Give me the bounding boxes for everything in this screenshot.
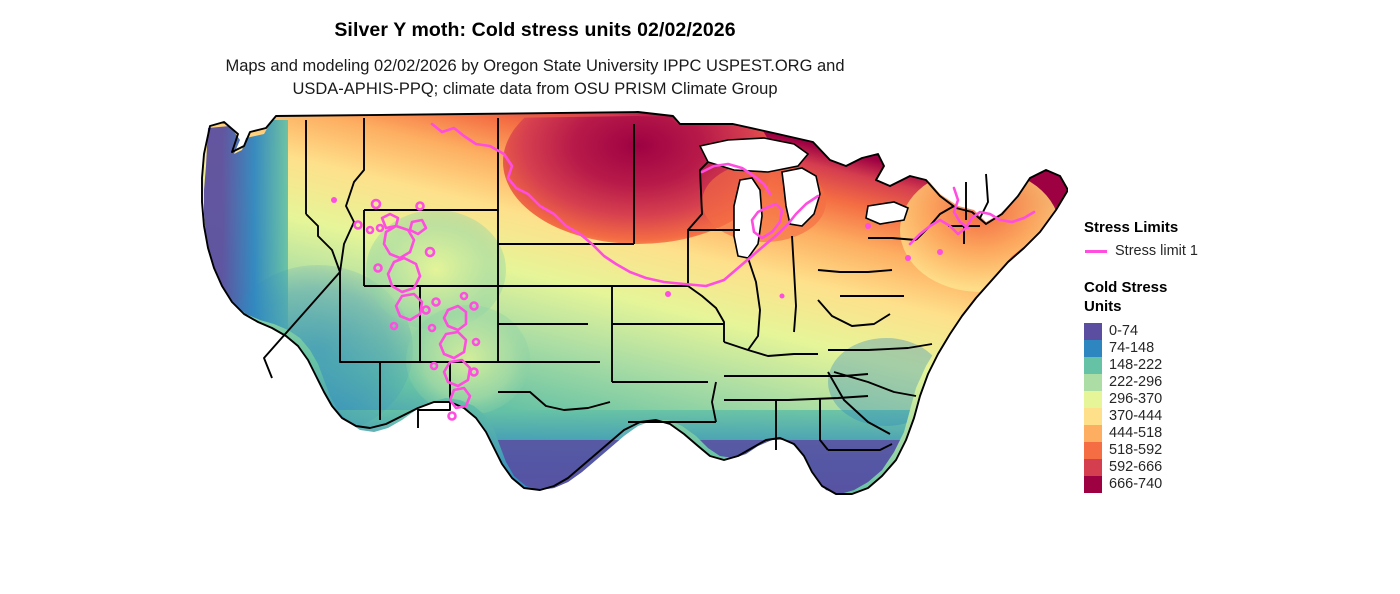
legend-class-label: 148-222	[1109, 356, 1163, 373]
legend-class-row[interactable]: 444-518	[1084, 424, 1384, 442]
legend-class-row[interactable]: 666-740	[1084, 475, 1384, 493]
stress-limit-contour-isolated-points	[331, 197, 943, 299]
map-raster-layer	[202, 112, 1068, 494]
border-tn-ms-al	[724, 395, 869, 401]
legend-class-row[interactable]: 148-222	[1084, 356, 1384, 374]
border-or-id	[305, 213, 341, 273]
border-va-nc	[828, 343, 933, 351]
page-title: Silver Y moth: Cold stress units 02/02/2…	[334, 19, 736, 41]
legend-stress-limits-title: Stress Limits	[1084, 219, 1179, 236]
legend-class-row[interactable]: 592-666	[1084, 458, 1384, 476]
border-ky-tn	[724, 373, 869, 377]
legend-class-row[interactable]: 518-592	[1084, 441, 1384, 459]
page-subtitle: Maps and modeling 02/02/2026 by Oregon S…	[0, 55, 1070, 102]
border-ok-tx	[498, 391, 611, 411]
legend-cold-stress-units-title: Cold Stress Units	[1084, 279, 1168, 316]
legend-class-list: 0-74 74-148 148-222 222-296 296-370 370-…	[1084, 322, 1384, 493]
stress-limit-contour-upper-mich	[700, 162, 772, 196]
legend-color-swatch	[1084, 390, 1102, 408]
legend-class-label: 370-444	[1109, 407, 1163, 424]
legend-class-label: 74-148	[1109, 339, 1155, 356]
legend-color-swatch	[1084, 322, 1102, 340]
conus-landmass	[202, 112, 1068, 494]
legend-class-row[interactable]: 0-74	[1084, 322, 1384, 340]
border-pa-ny	[868, 237, 917, 241]
legend-class-label: 592-666	[1109, 458, 1163, 475]
border-sc-ga	[827, 371, 891, 435]
legend-class-row[interactable]: 296-370	[1084, 390, 1384, 408]
south-low-stress-band	[204, 410, 1068, 494]
map-panel[interactable]	[168, 110, 1068, 590]
legend-panel: Stress Limits Stress limit 1 Cold Stress…	[1084, 218, 1384, 493]
border-oh-wv-pa	[817, 269, 893, 273]
border-il-ky	[723, 341, 818, 357]
us-cold-stress-choropleth-map[interactable]	[168, 110, 1068, 590]
conus-outline	[201, 111, 1068, 495]
legend-color-swatch	[1084, 373, 1102, 391]
legend-class-label: 666-740	[1109, 475, 1163, 492]
stress-limit-contour-michigan	[750, 202, 784, 240]
border-al-ga	[819, 398, 829, 451]
legend-class-row[interactable]: 74-148	[1084, 339, 1384, 357]
legend-class-row[interactable]: 222-296	[1084, 373, 1384, 391]
lake-huron-erie	[781, 167, 821, 227]
state-boundaries-layer	[201, 111, 1068, 495]
border-mn-wi	[687, 161, 709, 286]
deep-south-band	[468, 440, 1068, 494]
legend-stress-limit-1-label: Stress limit 1	[1115, 243, 1198, 260]
legend-class-label: 296-370	[1109, 390, 1163, 407]
legend-class-label: 0-74	[1109, 322, 1139, 339]
rockies-patch-colorado	[406, 305, 530, 415]
border-id-mt	[339, 118, 365, 273]
legend-color-swatch	[1084, 424, 1102, 442]
border-ar-ms	[711, 381, 717, 423]
border-il-in	[747, 257, 761, 351]
stress-limit-contour-vt	[952, 186, 970, 230]
lake-michigan	[733, 177, 763, 259]
stress-limit-contour-northeast	[908, 210, 1036, 246]
legend-color-swatch	[1084, 458, 1102, 476]
line-swatch-icon	[1085, 249, 1107, 253]
legend-class-label: 518-592	[1109, 441, 1163, 458]
title-block: Silver Y moth: Cold stress units 02/02/2…	[0, 0, 1070, 102]
legend-class-label: 222-296	[1109, 373, 1163, 390]
legend-color-swatch	[1084, 407, 1102, 425]
border-ga-fl	[828, 443, 893, 451]
border-ia-il	[687, 285, 725, 342]
legend-class-label: 444-518	[1109, 424, 1163, 441]
legend-color-swatch	[1084, 356, 1102, 374]
page-subtitle-line-2: USDA-APHIS-PPQ; climate data from OSU PR…	[292, 80, 778, 99]
legend-class-row[interactable]: 370-444	[1084, 407, 1384, 425]
legend-color-swatch	[1084, 475, 1102, 493]
border-wv-va	[817, 299, 891, 327]
stress-limit-contour-rockies-colorado	[427, 291, 481, 421]
stress-limit-contour-plains	[430, 122, 820, 288]
stress-limit-1-contour-layer	[331, 122, 1036, 421]
page-subtitle-line-1: Maps and modeling 02/02/2026 by Oregon S…	[225, 57, 845, 75]
great-lakes	[698, 137, 909, 259]
border-nc-sc	[833, 371, 917, 397]
legend-color-swatch	[1084, 339, 1102, 357]
border-nm-tx	[417, 362, 451, 428]
stress-limit-contour-rockies-north	[353, 198, 436, 331]
lake-ontario	[865, 201, 909, 225]
border-in-oh	[791, 235, 797, 333]
legend-stress-limit-1-row[interactable]: Stress limit 1	[1084, 242, 1384, 260]
border-nv-ut	[339, 272, 380, 363]
legend-color-swatch	[1084, 441, 1102, 459]
border-nv-ca	[263, 271, 341, 379]
appalachian-patch	[828, 338, 944, 426]
